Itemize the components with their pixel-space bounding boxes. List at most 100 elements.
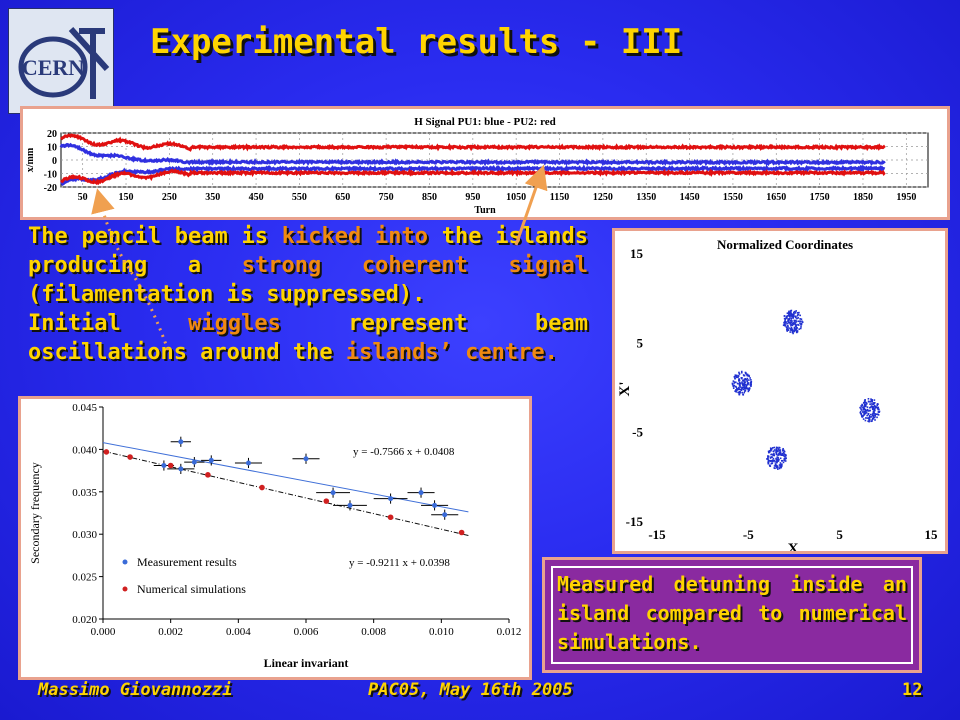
cluster-point	[877, 403, 879, 406]
cluster-point	[868, 418, 871, 421]
cluster-point	[790, 323, 793, 326]
measurement-marker	[347, 502, 353, 508]
cluster-point	[775, 465, 778, 468]
cluster-point	[738, 383, 741, 385]
cluster-point	[788, 315, 791, 318]
cluster-point	[869, 406, 872, 409]
cluster-point	[790, 321, 793, 324]
cluster-point	[785, 326, 788, 328]
cluster-point	[734, 375, 737, 377]
cluster-point	[783, 455, 785, 457]
cluster	[766, 446, 787, 470]
cluster-point	[732, 380, 735, 382]
cluster-point	[860, 409, 863, 411]
cluster-point	[780, 453, 782, 456]
slide-title: Experimental results - III	[150, 22, 683, 62]
cluster-point	[790, 314, 792, 316]
cluster-point	[877, 413, 879, 416]
x-tick-label: 0.006	[294, 626, 319, 638]
cluster-point	[735, 375, 738, 378]
cluster-point	[794, 315, 797, 318]
turn-signal-chart: H Signal PU1: blue - PU2: red 20 10 0 -10 -20…	[25, 116, 929, 216]
cluster-point	[873, 416, 876, 419]
cluster-point	[737, 388, 740, 391]
cluster-point	[793, 312, 795, 315]
y-tick-label: 10	[47, 143, 57, 154]
cluster-point	[860, 405, 862, 407]
cluster-point	[766, 458, 768, 460]
cluster-point	[783, 457, 786, 460]
cluster-point	[783, 321, 785, 324]
cluster-point	[864, 399, 866, 401]
cluster-point	[868, 400, 870, 403]
cluster-point	[783, 449, 785, 452]
cluster-point	[772, 446, 774, 449]
cluster-point	[783, 315, 786, 317]
cluster-point	[739, 385, 741, 387]
x-tick-label: 750	[379, 192, 394, 203]
cluster-point	[739, 392, 741, 394]
cluster-point	[795, 319, 797, 322]
normalized-coordinates-panel: Normalized Coordinates 15 5 -5 -15 -15 -5 5 15 X X…	[612, 228, 948, 557]
cluster	[731, 370, 753, 396]
cluster-point	[789, 311, 791, 314]
y-axis-label: Secondary frequency	[28, 462, 42, 564]
measurement-point	[170, 436, 191, 447]
cluster-point	[863, 412, 866, 414]
cluster-point	[786, 328, 789, 330]
cluster-point	[786, 328, 788, 331]
cluster-point	[734, 377, 736, 379]
cluster-point	[785, 457, 787, 459]
cluster-point	[873, 399, 876, 401]
cluster-point	[862, 418, 865, 420]
measurement-point	[333, 500, 367, 511]
cluster-point	[873, 401, 876, 404]
cluster-point	[788, 310, 790, 313]
x-tick-label: 0.008	[361, 626, 386, 638]
cluster-point	[735, 391, 737, 393]
x-tick-label: 1850	[853, 192, 873, 203]
cluster-point	[733, 376, 736, 378]
fit-label-measurement: y = -0.7566 x + 0.0408	[353, 446, 455, 458]
cluster-point	[864, 419, 867, 422]
cluster-point	[770, 462, 773, 465]
x-tick-label: 15	[925, 527, 939, 542]
cluster-point	[775, 446, 778, 449]
cluster-point	[876, 407, 879, 410]
cern-logo-graphic: CERN	[18, 26, 110, 99]
cluster-point	[872, 415, 875, 418]
cluster-point	[745, 384, 748, 387]
cluster-point	[862, 402, 865, 404]
cluster-point	[777, 460, 779, 462]
cluster-point	[745, 385, 748, 388]
y-axis-label: X'	[617, 382, 633, 397]
cluster-point	[750, 381, 752, 384]
cluster-point	[791, 320, 793, 322]
cluster-point	[791, 328, 794, 331]
cluster-point	[746, 380, 748, 383]
cluster-point	[865, 402, 868, 405]
cluster-point	[783, 323, 786, 326]
cluster-point	[741, 388, 743, 390]
cluster-point	[869, 409, 871, 412]
cluster-point	[776, 465, 779, 468]
cluster-point	[772, 454, 774, 456]
cluster-point	[771, 460, 773, 463]
cluster-point	[773, 449, 776, 451]
cluster-point	[780, 464, 783, 467]
cluster-point	[782, 461, 785, 464]
cluster-point	[772, 460, 774, 463]
cluster-point	[774, 460, 776, 463]
cluster-point	[779, 462, 782, 464]
cluster-point	[769, 457, 772, 459]
cluster-point	[863, 405, 866, 407]
paragraph-wiggles: Initial wiggles represent beam oscillati…	[28, 309, 588, 367]
cluster-point	[793, 330, 796, 333]
cluster-point	[772, 457, 775, 460]
description-text: The pencil beam is kicked into the islan…	[28, 222, 588, 367]
cluster-point	[863, 406, 865, 409]
legend-marker	[122, 586, 128, 592]
cluster-point	[860, 408, 862, 410]
cluster-point	[743, 384, 746, 387]
x-axis-label: Turn	[474, 205, 496, 216]
